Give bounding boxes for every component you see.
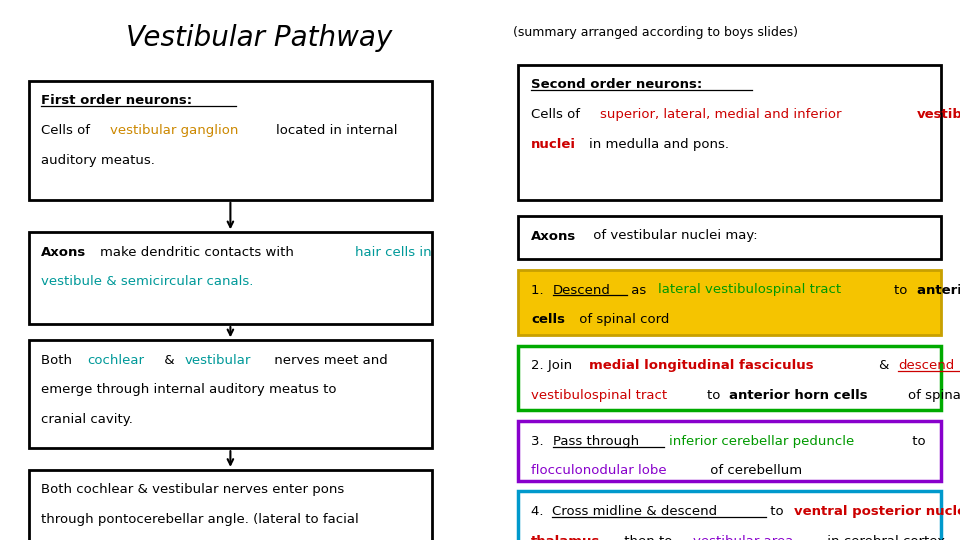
FancyBboxPatch shape [29, 232, 432, 324]
Text: vestibulospinal tract: vestibulospinal tract [531, 389, 667, 402]
Text: of cerebellum: of cerebellum [706, 464, 802, 477]
Text: emerge through internal auditory meatus to: emerge through internal auditory meatus … [41, 383, 337, 396]
Text: Pass through: Pass through [553, 435, 638, 448]
Text: medial longitudinal fasciculus: medial longitudinal fasciculus [589, 359, 814, 372]
Text: inferior cerebellar peduncle: inferior cerebellar peduncle [669, 435, 854, 448]
FancyBboxPatch shape [518, 491, 941, 540]
Text: descend: descend [899, 359, 954, 372]
Text: to: to [707, 389, 724, 402]
FancyBboxPatch shape [29, 470, 432, 540]
Text: thalamus: thalamus [531, 535, 600, 540]
Text: 2. Join: 2. Join [531, 359, 576, 372]
FancyBboxPatch shape [518, 270, 941, 335]
Text: cranial cavity.: cranial cavity. [41, 413, 133, 426]
Text: superior, lateral, medial and inferior: superior, lateral, medial and inferior [600, 108, 846, 121]
Text: &: & [160, 354, 180, 367]
Text: vestibular: vestibular [917, 108, 960, 121]
FancyBboxPatch shape [518, 216, 941, 259]
Text: flocculonodular lobe: flocculonodular lobe [531, 464, 666, 477]
Text: nuclei: nuclei [531, 138, 576, 151]
Text: cells: cells [531, 313, 564, 326]
Text: auditory meatus.: auditory meatus. [41, 154, 156, 167]
Text: of vestibular nuclei may:: of vestibular nuclei may: [589, 230, 757, 242]
Text: nerves meet and: nerves meet and [271, 354, 388, 367]
Text: then to: then to [620, 535, 677, 540]
Text: vestibular: vestibular [184, 354, 252, 367]
Text: of spinal cord.: of spinal cord. [908, 389, 960, 402]
Text: anterior horn cells: anterior horn cells [730, 389, 868, 402]
Text: First order neurons:: First order neurons: [41, 94, 192, 107]
Text: Axons: Axons [41, 246, 86, 259]
Text: Second order neurons:: Second order neurons: [531, 78, 702, 91]
Text: cochlear: cochlear [86, 354, 144, 367]
Text: as: as [627, 284, 651, 296]
Text: (summary arranged according to boys slides): (summary arranged according to boys slid… [509, 26, 798, 39]
Text: to: to [894, 284, 912, 296]
Text: Axons: Axons [531, 230, 576, 242]
Text: Cross midline & descend: Cross midline & descend [553, 505, 718, 518]
Text: Descend: Descend [553, 284, 611, 296]
Text: 3.: 3. [531, 435, 548, 448]
Text: Both: Both [41, 354, 77, 367]
Text: Cells of: Cells of [41, 124, 94, 137]
Text: hair cells in: hair cells in [355, 246, 432, 259]
Text: Cells of: Cells of [531, 108, 584, 121]
Text: vestibular ganglion: vestibular ganglion [110, 124, 238, 137]
Text: to: to [908, 435, 926, 448]
FancyBboxPatch shape [518, 421, 941, 481]
Text: of spinal cord: of spinal cord [575, 313, 669, 326]
Text: make dendritic contacts with: make dendritic contacts with [100, 246, 298, 259]
FancyBboxPatch shape [29, 81, 432, 200]
Text: lateral vestibulospinal tract: lateral vestibulospinal tract [658, 284, 841, 296]
Text: ventral posterior nucleus of: ventral posterior nucleus of [794, 505, 960, 518]
Text: through pontocerebellar angle. (lateral to facial: through pontocerebellar angle. (lateral … [41, 513, 359, 526]
Text: anterior horn: anterior horn [917, 284, 960, 296]
FancyBboxPatch shape [518, 346, 941, 410]
Text: in cerebral cortex.: in cerebral cortex. [823, 535, 949, 540]
Text: located in internal: located in internal [276, 124, 397, 137]
Text: Vestibular Pathway: Vestibular Pathway [126, 24, 393, 52]
Text: vestibule & semicircular canals.: vestibule & semicircular canals. [41, 275, 253, 288]
Text: Both cochlear & vestibular nerves enter pons: Both cochlear & vestibular nerves enter … [41, 483, 345, 496]
FancyBboxPatch shape [518, 65, 941, 200]
Text: to: to [765, 505, 787, 518]
Text: &: & [879, 359, 894, 372]
Text: in medulla and pons.: in medulla and pons. [588, 138, 729, 151]
Text: 4.: 4. [531, 505, 547, 518]
FancyBboxPatch shape [29, 340, 432, 448]
Text: 1.: 1. [531, 284, 548, 296]
Text: vestibular area: vestibular area [693, 535, 794, 540]
